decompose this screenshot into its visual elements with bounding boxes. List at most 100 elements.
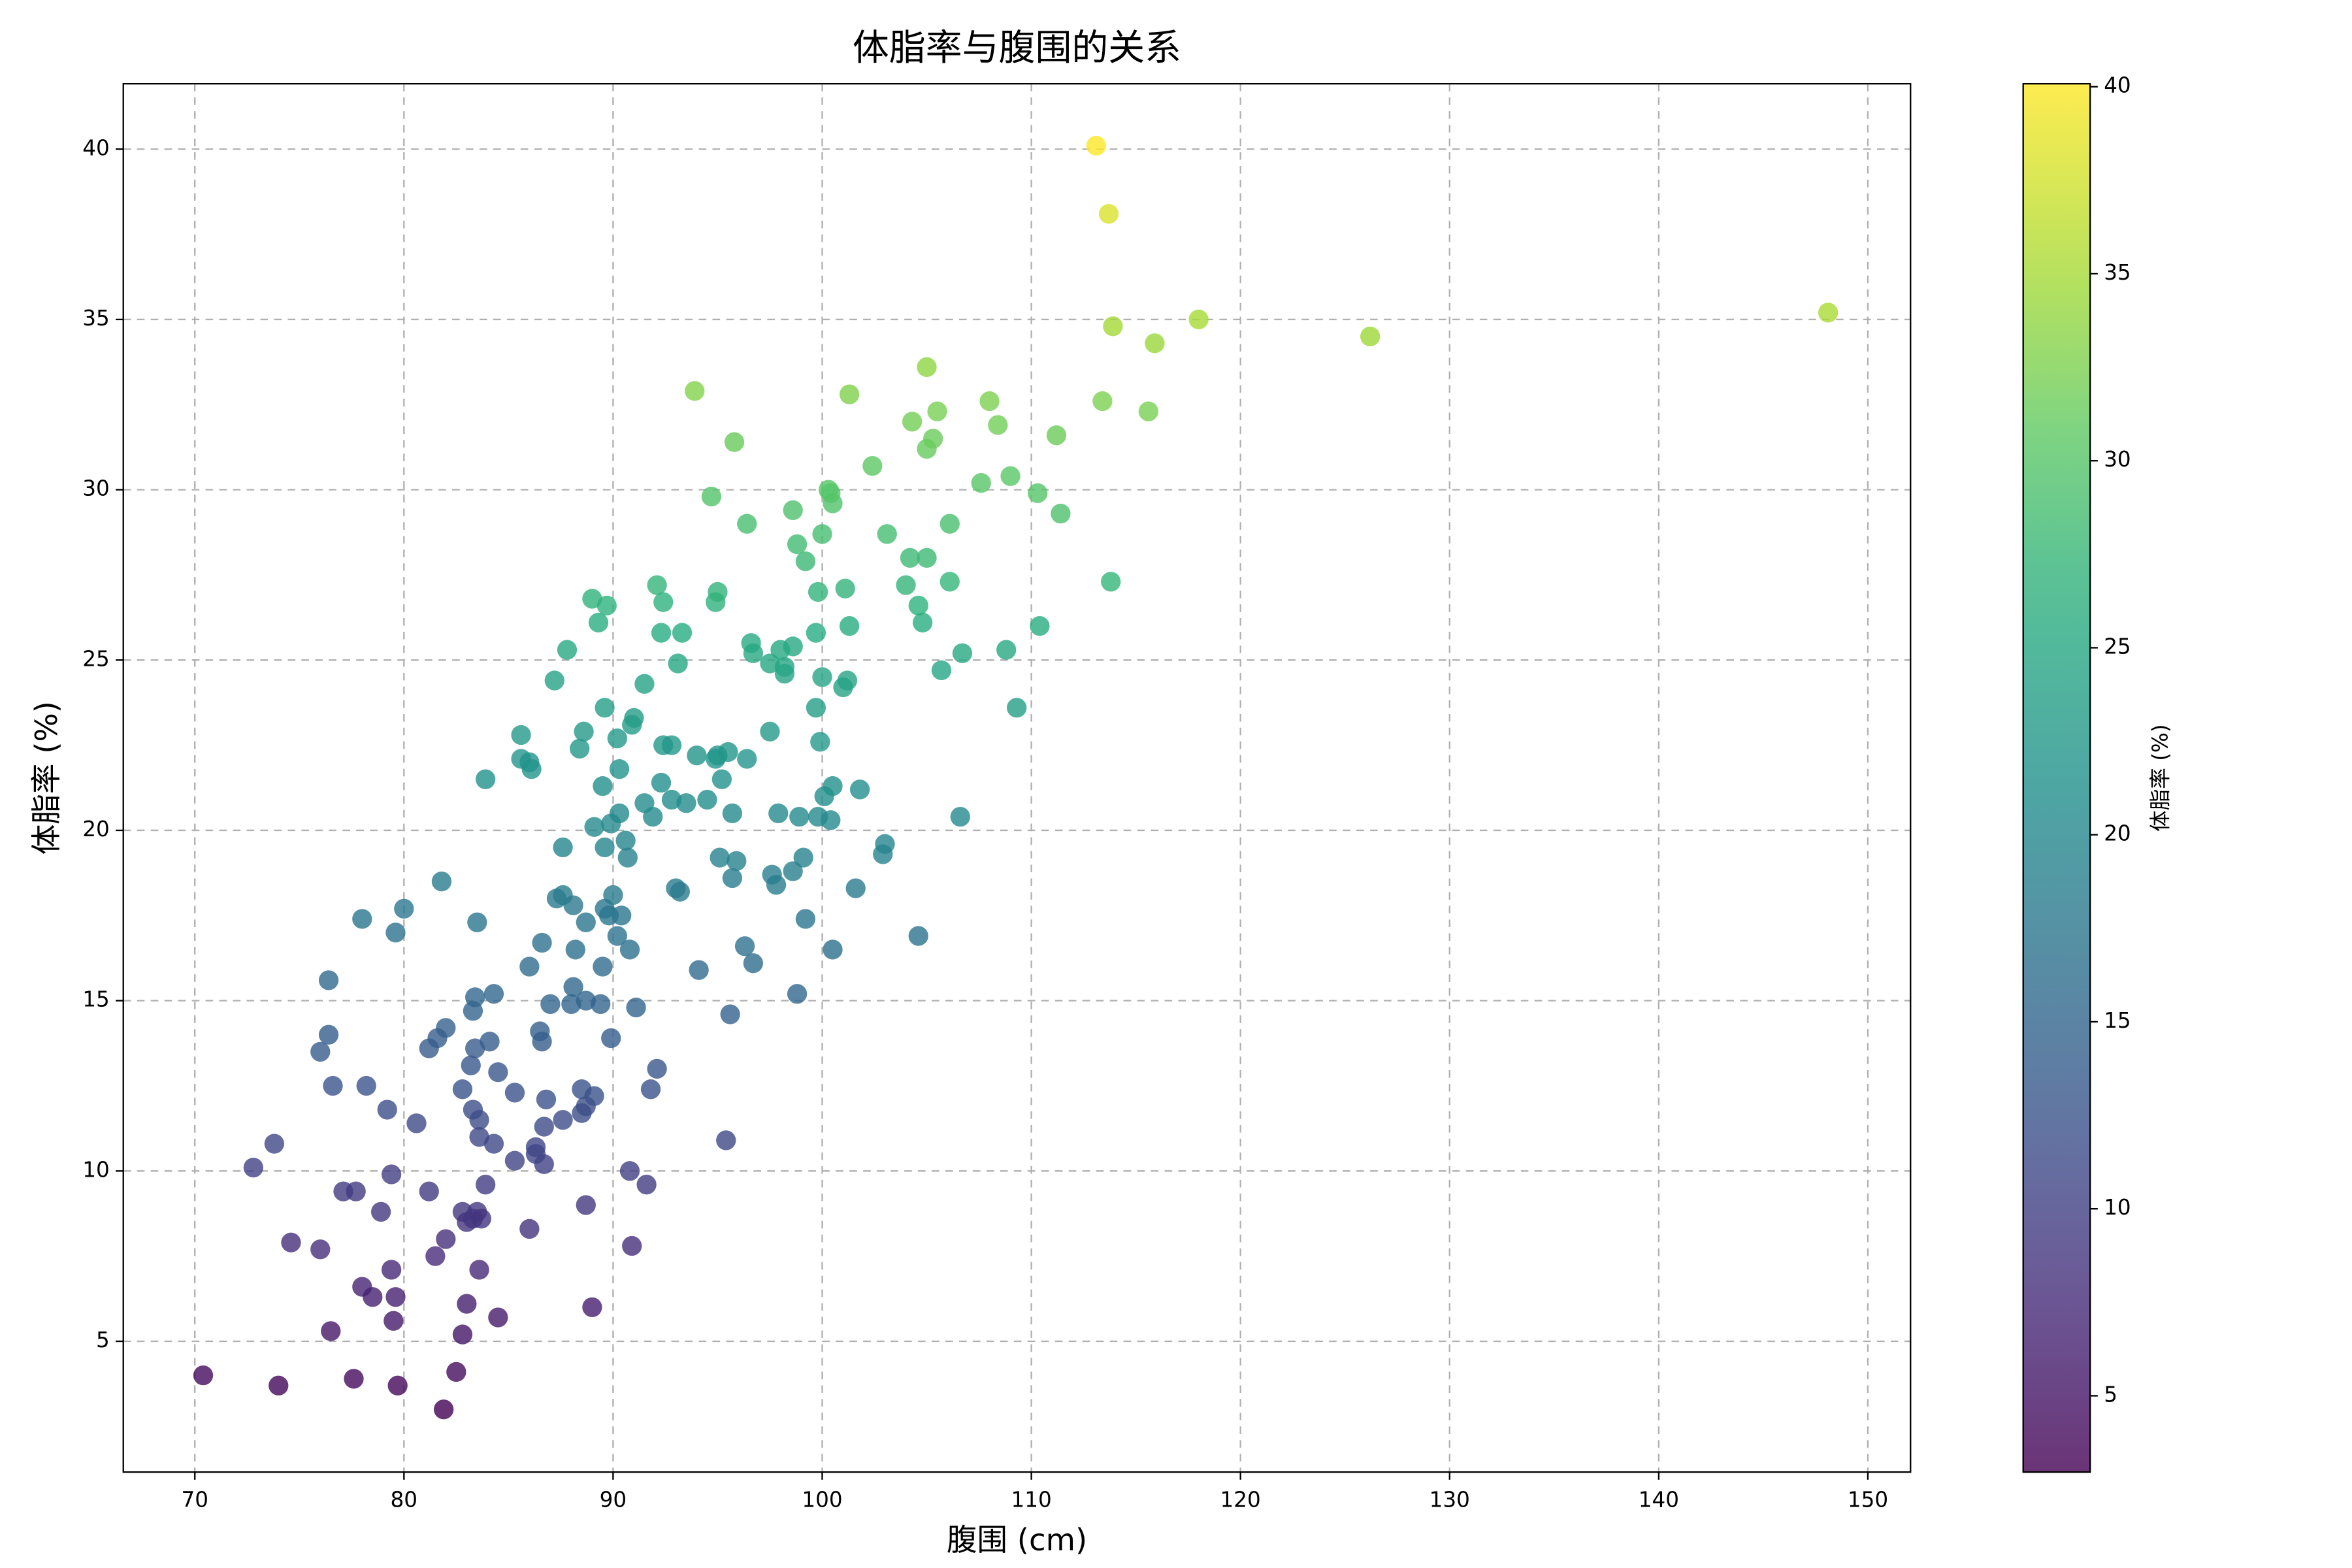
point <box>540 994 561 1015</box>
point <box>896 575 916 595</box>
point <box>624 708 644 728</box>
point <box>457 1294 477 1314</box>
x-tick-label: 90 <box>600 1487 627 1512</box>
point <box>601 1028 621 1049</box>
point <box>406 1113 427 1134</box>
point <box>701 486 721 507</box>
point <box>377 1100 397 1120</box>
point <box>908 595 928 616</box>
point <box>939 514 960 534</box>
axes: 70 80 90 100 110 120 130 140 150 5 10 15 20 25 30 35 40 5… <box>82 73 2131 1512</box>
point <box>787 534 808 555</box>
x-tick-label: 120 <box>1220 1487 1261 1512</box>
point <box>1145 333 1165 353</box>
point <box>544 670 564 691</box>
point <box>1101 572 1121 592</box>
point <box>588 612 609 633</box>
point <box>1007 698 1027 718</box>
point <box>653 592 674 612</box>
point <box>612 906 632 926</box>
y-tick-label: 30 <box>82 476 109 501</box>
point <box>710 847 730 868</box>
x-tick-label: 110 <box>1011 1487 1051 1512</box>
point <box>557 640 578 660</box>
point <box>593 956 613 977</box>
point <box>1103 316 1123 336</box>
point <box>708 581 728 602</box>
point <box>917 357 937 378</box>
point <box>724 432 745 452</box>
point <box>532 932 552 953</box>
point <box>849 779 870 800</box>
point <box>465 987 485 1007</box>
point <box>504 1151 525 1171</box>
point <box>908 926 928 946</box>
point <box>387 1375 408 1396</box>
point <box>452 1079 473 1100</box>
point <box>651 623 672 643</box>
point <box>243 1157 263 1178</box>
point <box>525 1137 546 1157</box>
point <box>808 581 828 602</box>
point <box>821 483 841 503</box>
point <box>574 721 594 742</box>
point <box>837 670 858 691</box>
point <box>475 769 496 789</box>
colorbar-label: 体脂率 (%) <box>2148 724 2173 832</box>
point <box>431 872 452 892</box>
point <box>356 1075 376 1096</box>
point <box>676 793 696 813</box>
point <box>1098 204 1119 224</box>
y-tick-label: 15 <box>82 987 109 1012</box>
colorbar-tick-label: 25 <box>2104 634 2131 659</box>
point <box>310 1239 331 1260</box>
point <box>810 732 830 752</box>
point <box>1086 135 1106 156</box>
point <box>519 956 540 977</box>
point <box>609 759 630 779</box>
y-tick-label: 40 <box>82 135 109 160</box>
point <box>534 1117 554 1137</box>
point <box>923 429 943 449</box>
y-tick-label: 5 <box>96 1328 110 1352</box>
point <box>626 997 646 1018</box>
point <box>716 1130 736 1151</box>
point <box>385 1287 406 1307</box>
point <box>318 970 339 990</box>
point <box>281 1232 301 1252</box>
point <box>839 384 860 404</box>
point <box>766 875 787 895</box>
point <box>1051 503 1071 524</box>
point <box>647 1058 667 1079</box>
point <box>452 1201 473 1222</box>
colorbar-tick-label: 20 <box>2104 821 2131 846</box>
point <box>636 1175 657 1195</box>
point <box>823 939 843 960</box>
point <box>617 847 638 868</box>
point <box>570 738 590 759</box>
point <box>593 776 613 796</box>
point <box>760 721 780 742</box>
point <box>685 381 705 401</box>
point <box>467 912 487 932</box>
point <box>469 1260 489 1280</box>
point <box>519 1218 540 1239</box>
point <box>609 803 630 824</box>
point <box>634 674 655 694</box>
point <box>563 977 583 997</box>
point <box>823 776 843 796</box>
point <box>385 923 406 943</box>
point <box>483 984 504 1004</box>
y-tick-label: 25 <box>82 646 109 671</box>
point <box>321 1321 341 1341</box>
y-axis-label: 体脂率 (%) <box>29 701 64 855</box>
point <box>931 660 952 681</box>
colorbar-tick-label: 10 <box>2104 1195 2131 1220</box>
point <box>971 473 991 493</box>
point <box>734 936 755 956</box>
point <box>488 1062 508 1083</box>
point <box>727 851 747 872</box>
point <box>689 960 709 980</box>
point <box>596 595 617 616</box>
